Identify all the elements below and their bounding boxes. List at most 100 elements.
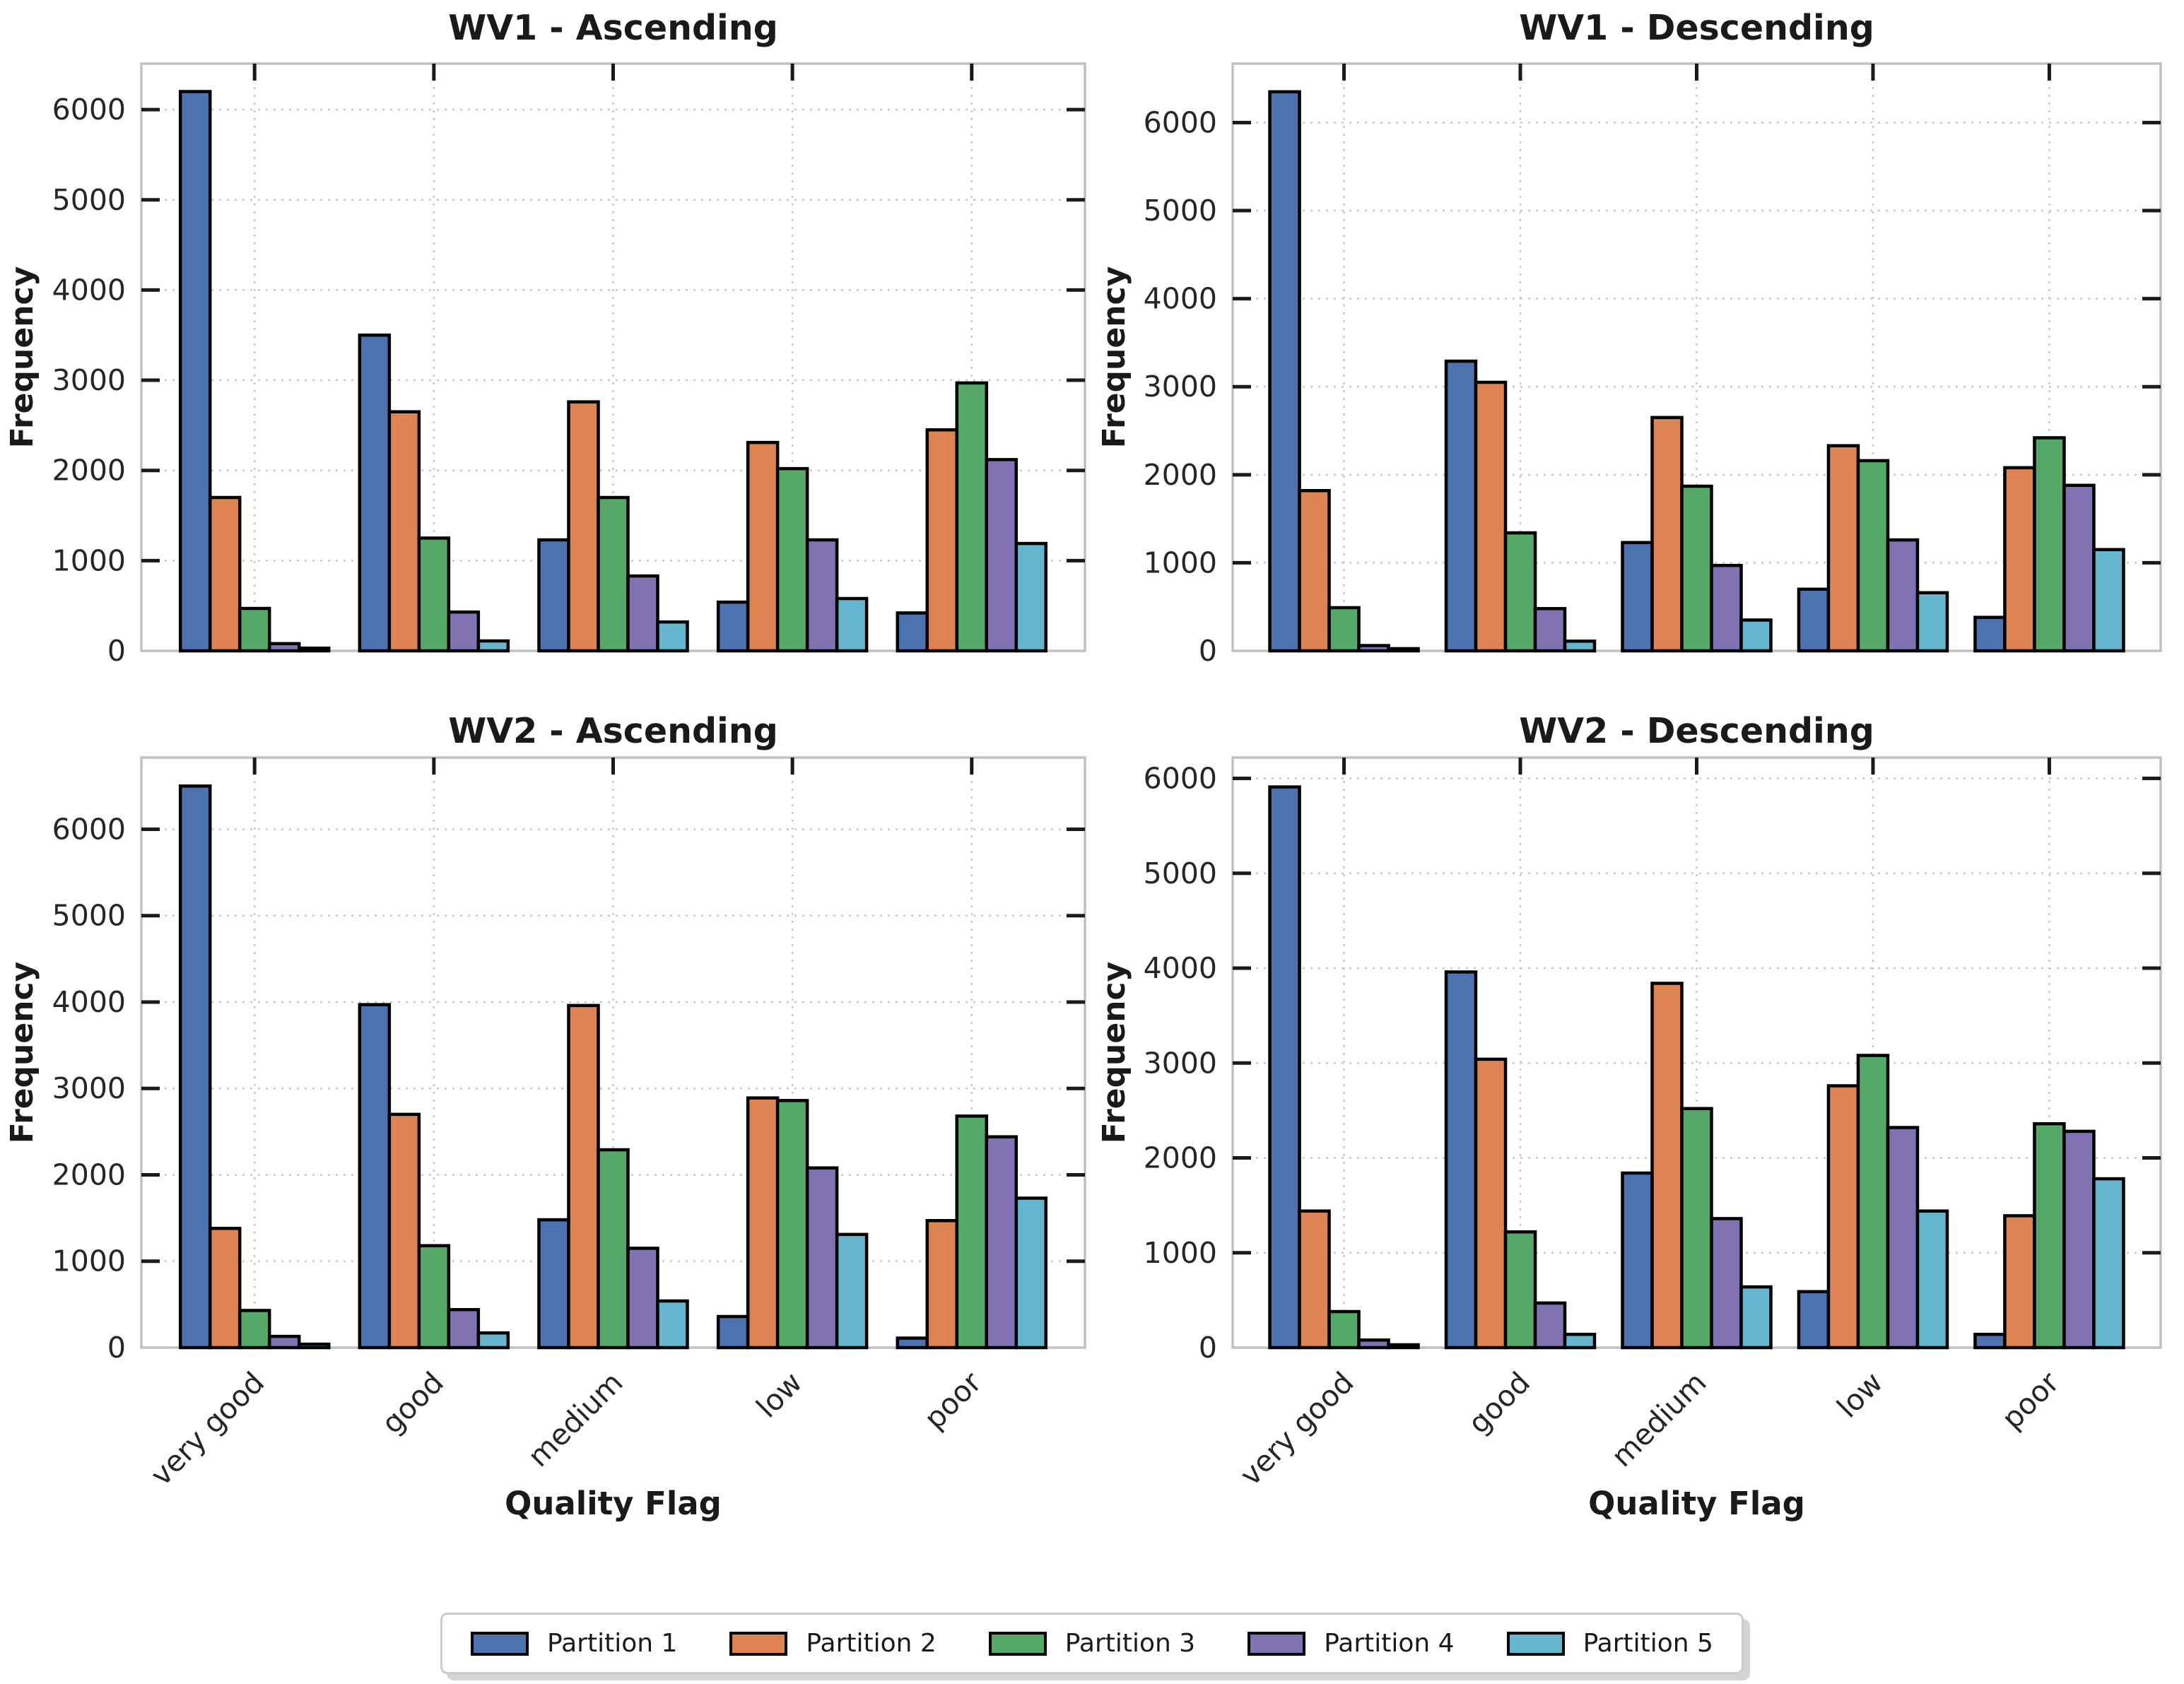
bar-partition-4-medium bbox=[1710, 1217, 1743, 1350]
x-tick-label: good bbox=[1462, 1365, 1537, 1440]
bar-partition-3-good bbox=[1503, 531, 1537, 653]
bar-partition-4-poor bbox=[2062, 483, 2096, 653]
y-tick-label: 3000 bbox=[52, 363, 126, 397]
bar-partition-1-very-good bbox=[178, 784, 212, 1350]
bar-partition-3-poor bbox=[2033, 436, 2066, 653]
bar-partition-3-poor bbox=[955, 1114, 989, 1350]
bar-partition-2-medium bbox=[1650, 982, 1684, 1350]
bar-partition-5-good bbox=[476, 1331, 510, 1350]
legend-label: Partition 5 bbox=[1583, 1629, 1713, 1658]
bar-partition-1-poor bbox=[1973, 1332, 2007, 1350]
bar-partition-5-poor bbox=[2092, 548, 2125, 653]
legend: Partition 1 Partition 2 Partition 3 Partiti… bbox=[440, 1613, 1744, 1674]
bar-partition-4-good bbox=[447, 1307, 481, 1350]
bar-partition-3-low bbox=[1856, 1054, 1890, 1350]
bar-partition-2-very-good bbox=[1298, 489, 1331, 653]
bar-partition-5-medium bbox=[656, 1299, 689, 1350]
legend-label: Partition 3 bbox=[1064, 1629, 1196, 1658]
y-tick-label: 4000 bbox=[1144, 951, 1217, 985]
bar-partition-3-very-good bbox=[1327, 1309, 1361, 1350]
chart-canvas: 0 1000 2000 3000 4000 5000 6000 WV1 - Ascending… bbox=[4, 8, 1086, 668]
y-tick-label: 2000 bbox=[1144, 1141, 1217, 1175]
y-tick-label: 3000 bbox=[1144, 1046, 1217, 1080]
bar-partition-4-low bbox=[1886, 538, 1920, 653]
bar-partition-4-medium bbox=[626, 1247, 659, 1350]
bar-partition-1-very-good bbox=[1268, 90, 1301, 653]
bar-partition-2-medium bbox=[567, 1003, 600, 1350]
bar-partition-5-good bbox=[1563, 640, 1597, 653]
bar-partition-4-medium bbox=[626, 574, 659, 653]
bar-partition-2-low bbox=[746, 440, 780, 653]
x-tick-label: poor bbox=[1995, 1365, 2066, 1436]
chart-canvas: 0 1000 2000 3000 4000 5000 6000 WV1 - Descendin… bbox=[1096, 8, 2162, 668]
chart-canvas: 0 1000 2000 3000 4000 5000 6000 WV2 - Descendin… bbox=[1096, 711, 2162, 1522]
legend-swatch-icon bbox=[1506, 1631, 1565, 1656]
bar-partition-1-low bbox=[1797, 1290, 1831, 1350]
bar-partition-4-medium bbox=[1710, 563, 1743, 653]
y-tick-label: 4000 bbox=[52, 273, 126, 307]
y-tick-label: 6000 bbox=[1144, 105, 1217, 139]
bar-partition-5-very-good bbox=[297, 1342, 331, 1350]
bar-partition-2-very-good bbox=[208, 495, 242, 653]
bar-partition-2-low bbox=[1826, 444, 1860, 653]
bar-partition-2-very-good bbox=[1298, 1209, 1331, 1350]
bar-partition-1-poor bbox=[896, 1336, 929, 1350]
bar-partition-1-good bbox=[358, 1003, 392, 1350]
bar-partition-2-good bbox=[387, 1112, 421, 1350]
y-tick-label: 6000 bbox=[52, 812, 126, 846]
bar-partition-4-poor bbox=[2062, 1129, 2096, 1350]
bar-partition-4-low bbox=[805, 1166, 839, 1350]
bar-partition-3-good bbox=[417, 536, 451, 653]
x-axis-label: Quality Flag bbox=[505, 1485, 722, 1522]
y-tick-label: 0 bbox=[1199, 1331, 1217, 1365]
chart-title: WV1 - Ascending bbox=[448, 8, 778, 48]
bar-partition-1-low bbox=[1797, 587, 1831, 653]
y-tick-label: 2000 bbox=[52, 454, 126, 488]
legend-label: Partition 1 bbox=[547, 1629, 678, 1658]
bar-partition-4-good bbox=[447, 610, 481, 653]
y-tick-label: 5000 bbox=[52, 183, 126, 217]
bar-partition-5-low bbox=[1915, 1209, 1949, 1350]
bar-partition-5-very-good bbox=[297, 646, 331, 653]
x-tick-label: low bbox=[750, 1365, 809, 1424]
bar-partition-2-very-good bbox=[208, 1227, 242, 1350]
bar-partition-1-good bbox=[358, 333, 392, 653]
bar-partition-5-low bbox=[835, 1232, 869, 1350]
x-tick-label: low bbox=[1831, 1365, 1889, 1424]
bar-partition-3-medium bbox=[1680, 484, 1713, 653]
bar-partition-1-good bbox=[1444, 359, 1478, 653]
legend-item: Partition 1 bbox=[471, 1629, 677, 1658]
bar-partition-3-medium bbox=[597, 495, 630, 653]
legend-label: Partition 4 bbox=[1324, 1629, 1455, 1658]
legend-swatch-icon bbox=[729, 1631, 788, 1656]
bar-partition-5-low bbox=[835, 596, 869, 653]
y-tick-label: 0 bbox=[107, 1331, 126, 1365]
chart-canvas: 0 1000 2000 3000 4000 5000 6000 WV2 - Ascending… bbox=[4, 711, 1086, 1522]
bar-partition-2-poor bbox=[925, 428, 959, 653]
y-tick-label: 5000 bbox=[52, 899, 126, 933]
bar-partition-2-poor bbox=[2003, 466, 2036, 653]
chart-title: WV2 - Ascending bbox=[448, 711, 778, 751]
y-tick-label: 4000 bbox=[52, 985, 126, 1019]
y-tick-label: 6000 bbox=[1144, 762, 1217, 796]
bar-partition-4-low bbox=[805, 538, 839, 653]
bar-partition-3-low bbox=[775, 1099, 809, 1350]
x-tick-label: very good bbox=[144, 1365, 271, 1492]
y-axis-label: Frequency bbox=[4, 962, 40, 1144]
y-tick-label: 5000 bbox=[1144, 194, 1217, 228]
y-axis-label: Frequency bbox=[4, 266, 40, 449]
bar-partition-1-very-good bbox=[1268, 785, 1301, 1350]
bar-partition-1-low bbox=[716, 600, 750, 653]
legend-item: Partition 3 bbox=[988, 1629, 1196, 1658]
bar-partition-5-good bbox=[1563, 1332, 1597, 1350]
bar-partition-3-poor bbox=[2033, 1121, 2066, 1350]
y-tick-label: 1000 bbox=[52, 543, 126, 577]
x-tick-label: medium bbox=[521, 1365, 629, 1473]
y-axis-label: Frequency bbox=[1096, 266, 1132, 449]
bar-partition-5-medium bbox=[1739, 1285, 1773, 1350]
bar-partition-2-good bbox=[1474, 380, 1508, 653]
bar-partition-1-medium bbox=[1621, 1171, 1654, 1350]
chart-wv1-descending: 0 1000 2000 3000 4000 5000 6000 WV1 - Descendin… bbox=[1092, 0, 2184, 699]
bar-partition-2-good bbox=[387, 410, 421, 653]
